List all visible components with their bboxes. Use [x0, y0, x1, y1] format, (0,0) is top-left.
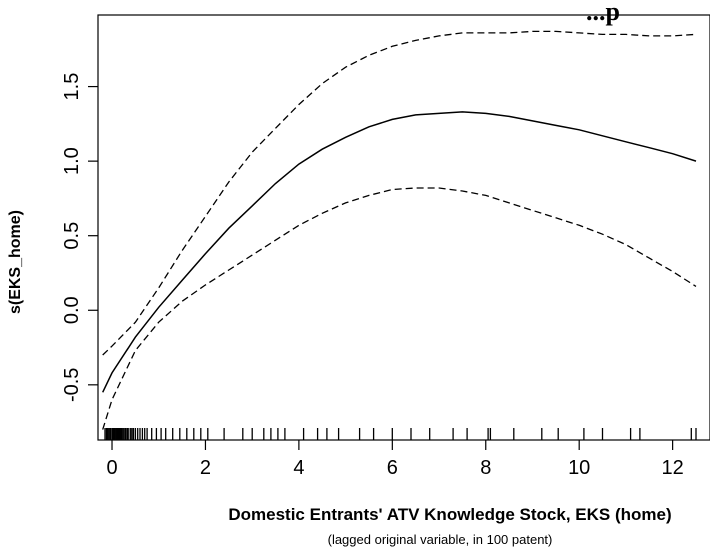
y-tick-label: -0.5: [61, 368, 83, 402]
x-tick-label: 0: [106, 457, 117, 479]
series-lines: [102, 30, 697, 430]
x-tick-label: 6: [387, 457, 398, 479]
y-axis-label: s(EKS_home): [7, 210, 24, 314]
y-tick-label: 0.0: [61, 296, 83, 324]
series-line-upper: [102, 30, 697, 356]
y-axis: -0.5 0.0 0.5 1.0 1.5: [61, 73, 98, 402]
x-tick-label: 10: [568, 457, 590, 479]
plot-frame: [97, 14, 710, 441]
y-tick-label: 1.5: [61, 73, 83, 101]
series-line-fit: [102, 111, 697, 393]
x-tick-label: 4: [293, 457, 304, 479]
series-line-lower: [102, 187, 697, 430]
x-axis-sublabel: (lagged original variable, in 100 patent…: [328, 532, 553, 547]
x-tick-label: 2: [200, 457, 211, 479]
x-axis-label: Domestic Entrants' ATV Knowledge Stock, …: [228, 505, 671, 524]
chart-title: ...p: [586, 0, 620, 26]
x-axis: 0 2 4 6 8 10 12: [106, 440, 684, 479]
y-tick-label: 0.5: [61, 222, 83, 250]
rug-marks: [104, 428, 697, 440]
y-tick-label: 1.0: [61, 147, 83, 175]
x-tick-label: 12: [662, 457, 684, 479]
x-tick-label: 8: [480, 457, 491, 479]
